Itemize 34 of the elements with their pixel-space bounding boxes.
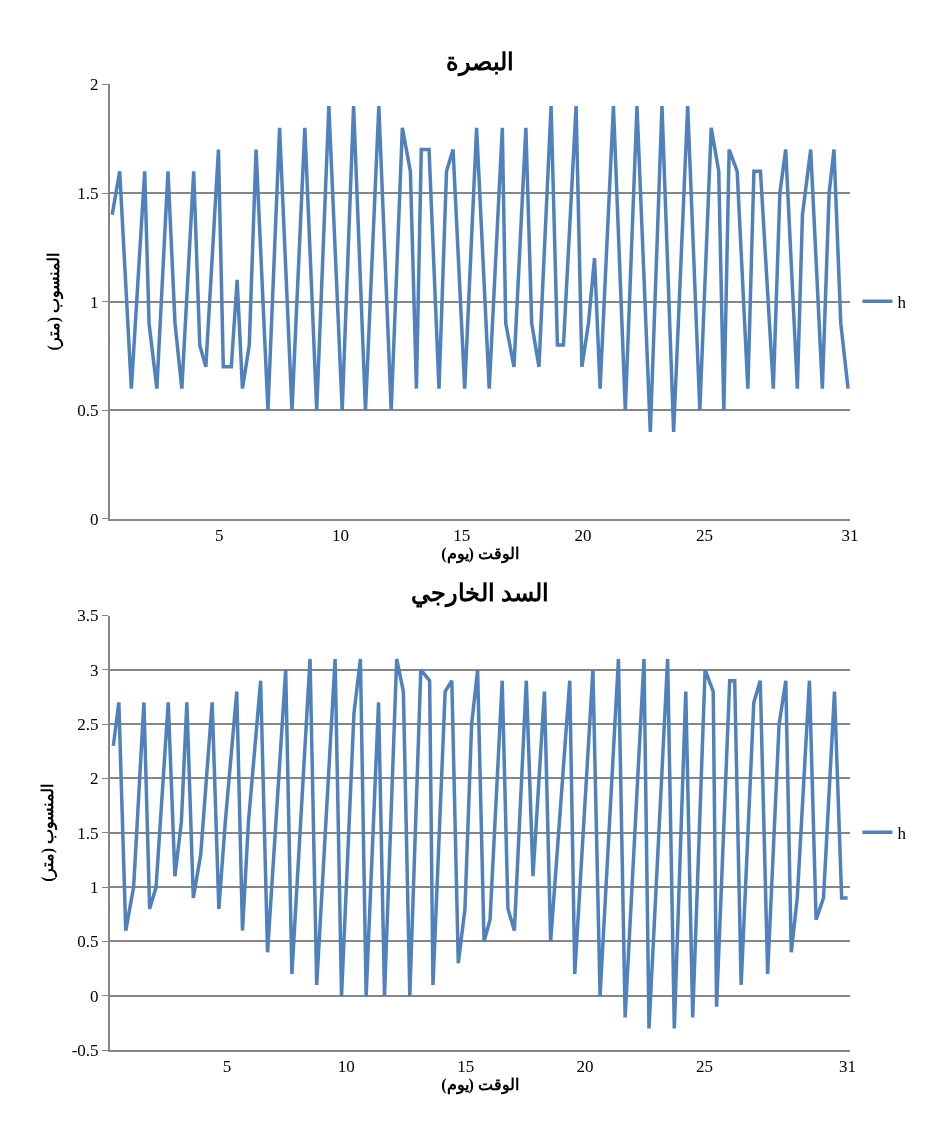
x-axis-title: الوقت (يوم) xyxy=(441,1076,519,1096)
y-tick-label: 3.5 xyxy=(77,606,99,626)
y-tick-label: 1.5 xyxy=(77,183,99,203)
x-tick-label: 20 xyxy=(574,526,592,546)
y-tick-label: 2.5 xyxy=(77,715,99,735)
y-tick-label: 3 xyxy=(90,660,99,680)
y-tick-label: 1 xyxy=(90,878,99,898)
x-tick-label: 15 xyxy=(457,1057,475,1077)
y-tick-label: 1 xyxy=(90,292,99,312)
y-tick-label: 1.5 xyxy=(77,823,99,843)
y-tick-label: -0.5 xyxy=(71,1041,99,1061)
x-tick-label: 5 xyxy=(222,1057,232,1077)
chart-title: السد الخارجي xyxy=(411,580,549,608)
x-tick-label: 25 xyxy=(695,1057,713,1077)
y-tick-label: 0 xyxy=(90,509,99,529)
y-axis-title: المنسوب (متر) xyxy=(44,252,64,351)
y-tick-label: 0.5 xyxy=(77,932,99,952)
y-tick-label: 0.5 xyxy=(77,401,99,421)
x-tick-label: 10 xyxy=(331,526,349,546)
x-tick-label: 15 xyxy=(453,526,471,546)
y-axis-title: المنسوب (متر) xyxy=(39,783,59,882)
x-tick-label: 10 xyxy=(337,1057,355,1077)
y-tick-label: 2 xyxy=(90,769,99,789)
chart-title: البصرة xyxy=(446,49,514,77)
y-tick-label: 2 xyxy=(90,75,99,95)
x-tick-label: 31 xyxy=(841,526,859,546)
x-axis-title: الوقت (يوم) xyxy=(441,545,519,565)
x-tick-label: 31 xyxy=(839,1057,857,1077)
x-tick-label: 20 xyxy=(576,1057,594,1077)
x-tick-label: 5 xyxy=(214,526,224,546)
x-tick-label: 25 xyxy=(695,526,713,546)
y-tick-label: 0 xyxy=(90,986,99,1006)
legend-label: h xyxy=(897,292,907,312)
legend-label: h xyxy=(897,823,907,843)
